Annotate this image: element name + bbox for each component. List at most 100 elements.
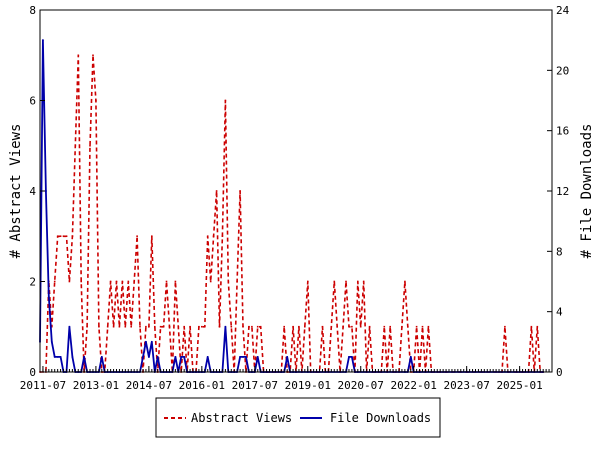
data-point-file-downloads <box>68 325 71 328</box>
data-point-file-downloads <box>53 356 56 358</box>
data-point-abstract-views <box>92 54 94 57</box>
data-point-abstract-views <box>304 325 306 328</box>
data-point-file-downloads <box>45 190 47 192</box>
data-point-abstract-views <box>68 280 71 283</box>
data-point-abstract-views <box>383 325 386 328</box>
data-point-abstract-views <box>242 325 244 328</box>
y-left-tick-label: 2 <box>29 276 36 289</box>
data-point-file-downloads <box>256 356 259 358</box>
data-point-abstract-views <box>292 325 294 328</box>
data-point-file-downloads <box>151 341 153 343</box>
x-tick-label: 2020-07 <box>338 379 384 392</box>
data-point-file-downloads <box>174 356 177 358</box>
x-tick-label: 2016-01 <box>179 379 225 392</box>
data-point-abstract-views <box>256 325 259 328</box>
data-point-abstract-views <box>209 280 212 283</box>
data-point-file-downloads <box>83 356 85 358</box>
data-point-abstract-views <box>98 325 100 328</box>
y-right-tick-label: 20 <box>556 64 569 77</box>
data-point-abstract-views <box>336 325 338 328</box>
data-point-abstract-views <box>368 325 371 328</box>
y-right-tick-label: 8 <box>556 245 563 258</box>
data-point-abstract-views <box>53 280 56 283</box>
data-point-abstract-views <box>283 325 285 328</box>
data-point-abstract-views <box>239 190 241 192</box>
data-point-abstract-views <box>189 325 191 328</box>
legend: Abstract Views File Downloads <box>155 397 441 438</box>
y-axis-right: 0 4 8 12 16 20 24 <box>547 4 570 379</box>
data-point-abstract-views <box>251 325 253 328</box>
data-point-abstract-views <box>136 235 138 237</box>
data-point-abstract-views <box>71 235 74 237</box>
data-point-abstract-views <box>530 325 533 328</box>
data-point-abstract-views <box>89 144 91 147</box>
data-point-abstract-views <box>145 325 147 328</box>
y-right-tick-label: 4 <box>556 306 563 319</box>
data-point-file-downloads <box>351 356 353 358</box>
data-point-abstract-views <box>206 235 209 237</box>
data-point-abstract-views <box>357 280 359 283</box>
x-tick-label: 2025-01 <box>496 379 542 392</box>
data-point-abstract-views <box>198 325 200 328</box>
data-point-abstract-views <box>183 325 185 328</box>
data-point-abstract-views <box>407 325 409 328</box>
data-point-abstract-views <box>162 325 165 328</box>
data-point-file-downloads <box>242 356 244 358</box>
data-point-abstract-views <box>351 325 353 328</box>
y-axis-right-title: # File Downloads <box>579 124 595 259</box>
data-point-abstract-views <box>230 325 233 328</box>
data-point-abstract-views <box>86 325 88 328</box>
data-point-abstract-views <box>109 280 112 283</box>
data-point-abstract-views <box>148 325 150 328</box>
data-point-abstract-views <box>224 99 227 102</box>
data-point-abstract-views <box>421 325 424 328</box>
y-left-tick-label: 8 <box>29 4 36 17</box>
data-point-abstract-views <box>80 280 82 283</box>
y-left-tick-label: 6 <box>29 95 36 108</box>
data-point-abstract-views <box>333 280 336 283</box>
data-point-abstract-views <box>95 99 97 102</box>
x-tick-label: 2022-01 <box>391 379 437 392</box>
legend-label-file-downloads: File Downloads <box>330 411 431 425</box>
data-point-abstract-views <box>215 190 218 192</box>
data-point-abstract-views <box>154 325 156 328</box>
data-point-abstract-views <box>133 280 135 283</box>
data-point-file-downloads <box>206 356 209 358</box>
y-right-tick-label: 24 <box>556 4 570 17</box>
data-point-abstract-views <box>236 280 238 283</box>
data-point-file-downloads <box>224 325 227 328</box>
data-point-abstract-views <box>59 235 62 237</box>
x-tick-label: 2023-07 <box>443 379 489 392</box>
x-tick-label: 2013-01 <box>73 379 119 392</box>
x-tick-label: 2019-01 <box>285 379 331 392</box>
data-point-abstract-views <box>404 280 406 283</box>
legend-box <box>155 397 441 438</box>
data-point-file-downloads <box>239 356 241 358</box>
y-left-tick-label: 4 <box>29 185 36 198</box>
x-axis: 2011-07 2013-01 2014-07 2016-01 2017-07 2019-… <box>20 366 553 392</box>
data-point-abstract-views <box>298 325 300 328</box>
data-point-abstract-views <box>342 325 344 328</box>
data-point-abstract-views <box>259 325 262 328</box>
data-point-abstract-views <box>115 280 118 283</box>
data-point-abstract-views <box>130 325 132 328</box>
data-point-file-downloads <box>142 356 144 358</box>
data-point-file-downloads <box>180 356 182 358</box>
data-point-abstract-views <box>124 325 127 328</box>
data-point-abstract-views <box>227 280 230 283</box>
legend-label-abstract-views: Abstract Views <box>191 411 292 425</box>
data-point-abstract-views <box>321 325 324 328</box>
data-point-abstract-views <box>389 325 391 328</box>
data-point-abstract-views <box>177 325 180 328</box>
y-left-tick-label: 0 <box>29 366 36 379</box>
data-point-file-downloads <box>56 356 59 358</box>
data-point-abstract-views <box>174 280 177 283</box>
data-point-abstract-views <box>56 235 59 237</box>
y-right-tick-label: 12 <box>556 185 569 198</box>
data-point-abstract-views <box>248 325 250 328</box>
data-point-abstract-views <box>118 325 121 328</box>
data-point-abstract-views <box>204 325 206 328</box>
data-point-abstract-views <box>62 235 65 237</box>
data-point-abstract-views <box>106 325 109 328</box>
data-point-abstract-views <box>307 280 309 283</box>
